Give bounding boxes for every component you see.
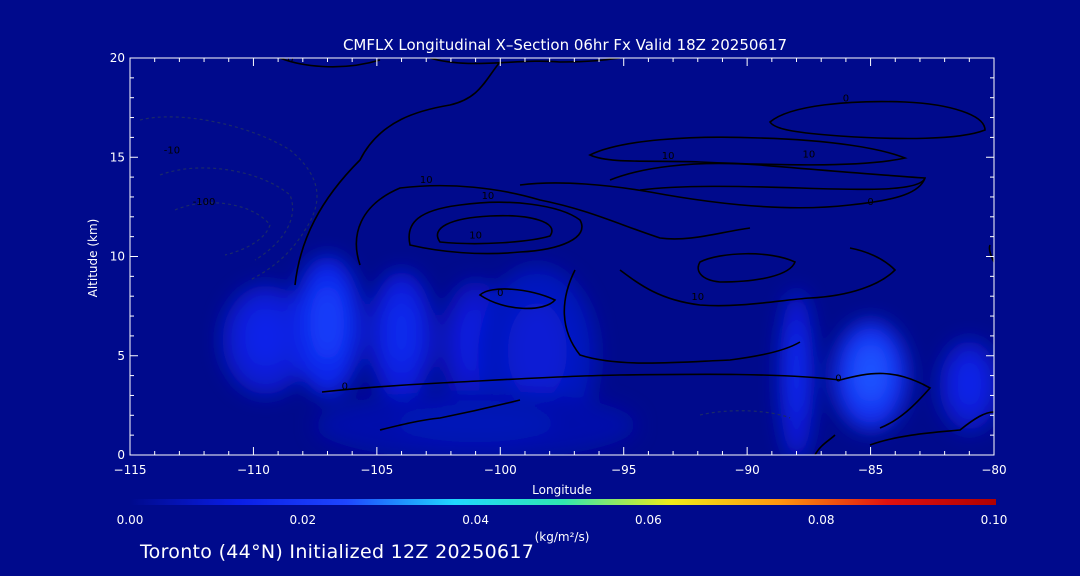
y-tick-label: 20	[110, 51, 125, 65]
contour-label: 10	[691, 292, 704, 303]
colorbar-tick-label: 0.00	[117, 513, 144, 527]
y-tick-label: 15	[110, 150, 125, 164]
flux-cell-core	[507, 302, 567, 401]
flux-cell-core	[787, 324, 806, 418]
contour-line	[563, 269, 801, 364]
x-tick-label: −110	[237, 463, 270, 477]
contour-label: 10	[482, 191, 495, 202]
y-tick-label: 0	[117, 448, 125, 462]
contour-line	[697, 252, 797, 283]
x-axis-label: Longitude	[532, 483, 592, 497]
contour-line	[814, 244, 994, 455]
flux-cell-core	[385, 297, 418, 369]
contour-label: 0	[497, 288, 503, 299]
flux-cell-core	[244, 307, 288, 368]
contour-line	[619, 247, 897, 307]
contour-line	[869, 411, 994, 446]
plot-area: 0 -10 -100 0 10 10 10 10 0 10 0 10 0 0	[139, 54, 994, 455]
contour-line-negative	[139, 116, 318, 281]
x-tick-label: −100	[484, 463, 517, 477]
contour-line	[279, 58, 621, 68]
contour-label: 10	[662, 151, 675, 162]
contour-label: 10	[420, 175, 433, 186]
contour-line	[436, 214, 553, 245]
flux-cell-core	[954, 358, 985, 408]
contour-label: 0	[342, 381, 348, 392]
contour-line	[588, 136, 908, 166]
contour-label: -100	[193, 197, 216, 208]
chart-title: CMFLX Longitudinal X–Section 06hr Fx Val…	[343, 36, 787, 54]
colorbar-tick-label: 0.02	[289, 513, 316, 527]
footer-caption: Toronto (44°N) Initialized 12Z 20250617	[140, 541, 535, 563]
negative-contours	[139, 116, 791, 419]
x-tick-label: −80	[981, 463, 1006, 477]
x-tick-label: −95	[611, 463, 636, 477]
colorbar-tick-label: 0.04	[462, 513, 489, 527]
contour-lines	[279, 58, 994, 455]
contour-line	[478, 288, 557, 310]
contour-label: 10	[469, 231, 482, 242]
y-tick-label: 10	[110, 250, 125, 264]
contour-line	[355, 184, 751, 266]
contour-line	[379, 399, 521, 431]
contour-label: 0	[843, 94, 849, 105]
colorbar-tick-label: 0.10	[981, 513, 1008, 527]
x-axis: −115 −110 −105 −100 −95 −90 −85 −80	[114, 58, 1007, 477]
y-tick-label: 5	[117, 349, 125, 363]
contour-line	[519, 177, 926, 209]
contour-line	[408, 201, 583, 255]
flux-cell-core	[310, 284, 345, 361]
contour-label: 0	[867, 197, 873, 208]
x-tick-label: −105	[360, 463, 393, 477]
flux-cell-core	[395, 404, 556, 443]
colorbar-ticks: 0.00 0.02 0.04 0.06 0.08 0.10	[117, 513, 1008, 527]
contour-label: -10	[164, 145, 180, 156]
y-axis: 0 5 10 15 20	[110, 51, 994, 462]
colorbar-tick-label: 0.08	[808, 513, 835, 527]
contour-line-negative	[699, 410, 791, 419]
contour-labels: 0 -10 -100 0 10 10 10 10 0 10 0 10 0 0	[164, 54, 874, 392]
flux-cell-core	[852, 342, 890, 403]
colorbar-tick-label: 0.06	[635, 513, 662, 527]
contour-label: 10	[802, 149, 815, 160]
contour-line	[768, 100, 986, 140]
contour-line-negative	[159, 167, 294, 261]
flux-field	[222, 256, 994, 455]
contour-line-negative	[174, 202, 271, 256]
contour-line	[609, 162, 927, 191]
contour-line	[294, 61, 501, 286]
x-tick-label: −85	[858, 463, 883, 477]
colorbar	[130, 499, 996, 505]
x-tick-label: −90	[734, 463, 759, 477]
contour-line	[321, 372, 932, 429]
contour-label: 0	[835, 374, 841, 385]
x-tick-label: −115	[114, 463, 147, 477]
contour-label: 0	[287, 54, 293, 65]
colorbar-unit-label: (kg/m²/s)	[535, 530, 590, 544]
y-axis-label: Altitude (km)	[86, 219, 100, 298]
